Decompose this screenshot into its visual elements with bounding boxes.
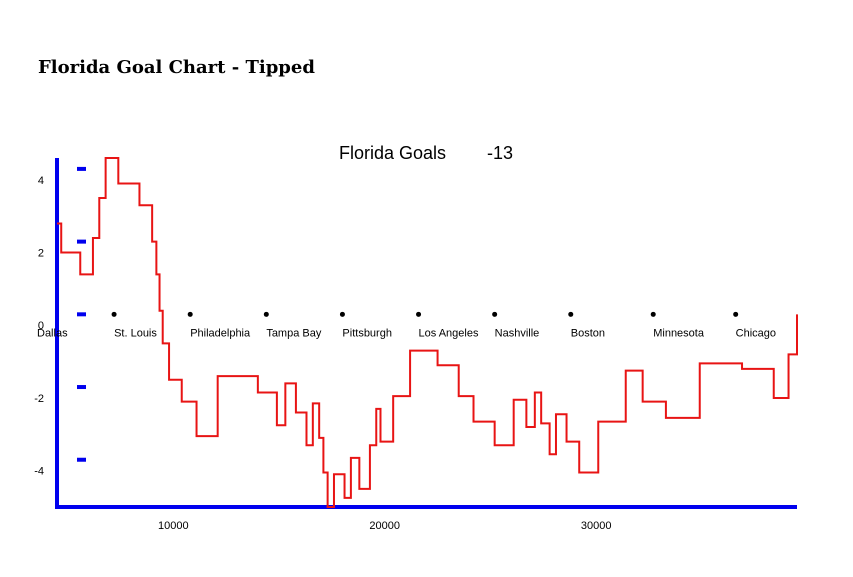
city-marker-dot [111, 311, 117, 317]
page-title: Florida Goal Chart - Tipped [38, 57, 315, 78]
city-marker-label: Tampa Bay [266, 327, 322, 339]
city-marker-dot [733, 311, 739, 317]
city-marker-label: St. Louis [114, 327, 157, 339]
series-line [57, 157, 798, 508]
x-tick-label: 10000 [158, 520, 189, 532]
city-marker-label: Dallas [37, 327, 68, 339]
city-marker-label: Chicago [736, 327, 776, 339]
y-tick-label: 0 [38, 320, 44, 332]
y-tick-label: -4 [34, 466, 44, 478]
city-marker-label: Nashville [495, 327, 540, 339]
city-marker-label: Minnesota [653, 327, 705, 339]
city-marker-dot [416, 311, 422, 317]
city-marker-dot [568, 311, 574, 317]
city-marker-dot [187, 311, 193, 317]
y-tick-label: -2 [34, 393, 44, 405]
city-marker-label: Philadelphia [190, 327, 251, 339]
city-marker-label: Boston [571, 327, 605, 339]
chart-title: Florida Goals [339, 143, 446, 163]
city-marker-dot [492, 311, 498, 317]
chart-title-value: -13 [487, 143, 513, 163]
x-tick-label: 20000 [369, 520, 400, 532]
y-tick-label: 2 [38, 248, 44, 260]
y-tick-label: 4 [38, 175, 44, 187]
x-tick-label: 30000 [581, 520, 612, 532]
city-marker-dot [263, 311, 269, 317]
city-marker-label: Pittsburgh [342, 327, 392, 339]
city-marker-dot [650, 311, 656, 317]
city-marker-dot [339, 311, 345, 317]
city-marker-label: Los Angeles [419, 327, 479, 339]
